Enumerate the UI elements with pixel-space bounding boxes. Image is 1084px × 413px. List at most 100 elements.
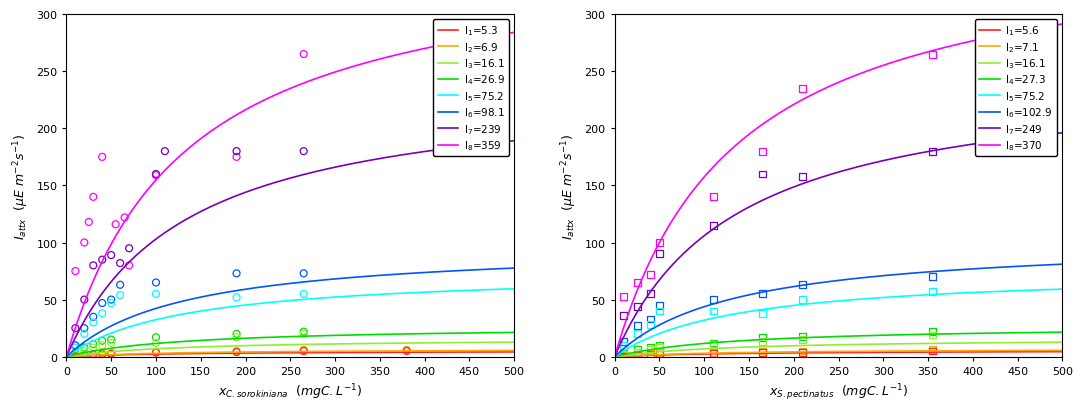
Point: [85, 319, 102, 326]
I$_1$=5.3: [417, 350, 430, 355]
Point: [615, 339, 632, 345]
I$_6$=102.9: [916, 270, 929, 275]
I$_7$=249: [805, 178, 818, 183]
I$_1$=5.6: [654, 353, 667, 358]
Point: [924, 332, 941, 339]
Point: [642, 350, 659, 357]
I$_1$=5.6: [966, 349, 979, 354]
Point: [642, 351, 659, 358]
I$_3$=16.1: [957, 341, 970, 346]
Line: I$_5$=75.2: I$_5$=75.2: [615, 290, 1062, 357]
Point: [650, 251, 668, 258]
Point: [650, 308, 668, 315]
I$_8$=359: [60, 354, 73, 359]
Point: [795, 173, 812, 180]
I$_6$=102.9: [654, 322, 667, 327]
I$_6$=98.1: [257, 285, 270, 290]
I$_2$=6.9: [409, 349, 422, 354]
Point: [642, 271, 659, 278]
I$_5$=75.2: [507, 287, 520, 292]
I$_7$=239: [241, 190, 254, 195]
Point: [103, 252, 120, 259]
I$_6$=102.9: [957, 267, 970, 272]
Line: I$_1$=5.6: I$_1$=5.6: [615, 352, 1062, 357]
I$_8$=359: [367, 59, 380, 64]
Point: [615, 342, 632, 349]
I$_5$=75.2: [257, 301, 270, 306]
I$_6$=98.1: [417, 271, 430, 275]
I$_8$=370: [608, 354, 621, 359]
I$_8$=370: [957, 41, 970, 46]
I$_2$=6.9: [257, 349, 270, 354]
Point: [76, 353, 93, 359]
Point: [112, 282, 129, 288]
I$_4$=27.3: [608, 354, 621, 359]
I$_8$=370: [966, 39, 979, 44]
Point: [147, 334, 165, 341]
Y-axis label: $I_{attx}$  $(\mu E\ m^{-2}s^{-1})$: $I_{attx}$ $(\mu E\ m^{-2}s^{-1})$: [559, 133, 579, 239]
Point: [93, 154, 111, 161]
I$_8$=359: [417, 47, 430, 52]
Point: [629, 349, 646, 356]
Point: [705, 350, 722, 357]
I$_3$=16.1: [257, 343, 270, 348]
I$_3$=16.1: [654, 349, 667, 354]
Point: [795, 349, 812, 356]
I$_2$=6.9: [241, 350, 254, 355]
I$_1$=5.3: [507, 349, 520, 354]
Point: [705, 223, 722, 229]
Point: [295, 52, 312, 58]
I$_3$=16.1: [1056, 340, 1069, 345]
I$_8$=359: [409, 49, 422, 54]
Point: [295, 331, 312, 337]
Point: [147, 349, 165, 356]
Point: [147, 171, 165, 178]
Point: [103, 300, 120, 306]
Point: [705, 341, 722, 348]
I$_5$=75.2: [417, 290, 430, 295]
Line: I$_8$=359: I$_8$=359: [66, 33, 514, 356]
Point: [924, 52, 941, 58]
I$_3$=16.1: [507, 340, 520, 345]
Legend: I$_1$=5.3, I$_2$=6.9, I$_3$=16.1, I$_4$=26.9, I$_5$=75.2, I$_6$=98.1, I$_7$=239,: I$_1$=5.3, I$_2$=6.9, I$_3$=16.1, I$_4$=…: [434, 20, 508, 157]
Point: [76, 240, 93, 246]
I$_7$=249: [966, 142, 979, 147]
I$_1$=5.6: [1056, 349, 1069, 354]
I$_2$=6.9: [60, 354, 73, 359]
I$_4$=26.9: [409, 332, 422, 337]
Point: [76, 325, 93, 332]
Line: I$_5$=75.2: I$_5$=75.2: [66, 289, 514, 357]
I$_5$=75.2: [608, 354, 621, 359]
I$_1$=5.6: [957, 350, 970, 355]
Point: [753, 310, 771, 317]
Point: [67, 268, 85, 275]
Point: [650, 240, 668, 246]
Point: [93, 350, 111, 357]
Point: [615, 351, 632, 358]
I$_1$=5.6: [608, 354, 621, 359]
Point: [76, 344, 93, 351]
Point: [76, 297, 93, 303]
I$_6$=98.1: [241, 287, 254, 292]
I$_7$=239: [409, 151, 422, 156]
I$_6$=98.1: [507, 266, 520, 271]
Point: [753, 334, 771, 341]
Point: [76, 352, 93, 359]
Point: [67, 353, 85, 360]
I$_3$=16.1: [241, 343, 254, 348]
I$_1$=5.3: [60, 354, 73, 359]
I$_8$=359: [106, 240, 119, 245]
Point: [93, 337, 111, 344]
Point: [642, 344, 659, 351]
Point: [76, 331, 93, 337]
Point: [67, 353, 85, 360]
I$_7$=239: [367, 158, 380, 163]
I$_2$=7.1: [957, 348, 970, 353]
Point: [629, 323, 646, 330]
I$_3$=16.1: [805, 343, 818, 348]
Point: [228, 271, 245, 277]
Point: [642, 347, 659, 353]
I$_4$=26.9: [106, 346, 119, 351]
Point: [642, 316, 659, 323]
I$_3$=16.1: [916, 341, 929, 346]
